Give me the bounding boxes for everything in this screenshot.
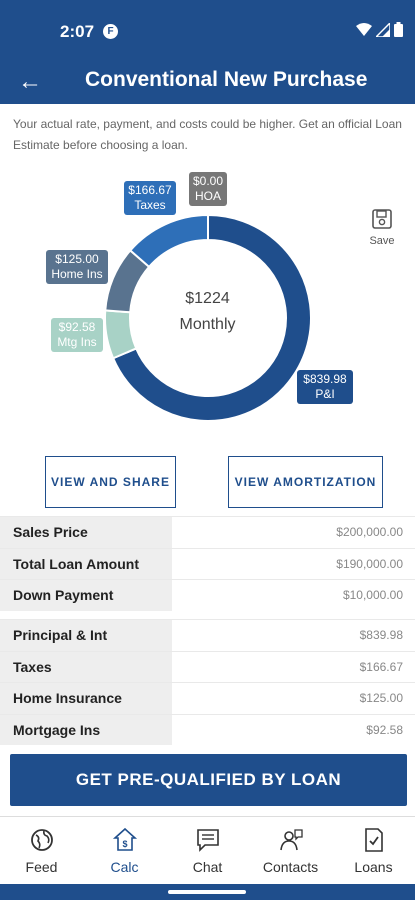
status-time: 2:07 <box>60 22 95 41</box>
slice-name-hoa: HOA <box>194 189 221 203</box>
status-icons <box>356 22 403 37</box>
slice-name-mtg-ins: Mtg Ins <box>57 335 97 349</box>
loan-summary-table: Sales Price $200,000.00 Total Loan Amount $… <box>0 516 415 611</box>
slice-value-pi: $839.98 <box>303 372 347 386</box>
document-check-icon <box>364 828 383 852</box>
table-row: Down Payment $10,000.00 <box>0 579 415 611</box>
save-button[interactable]: Save <box>366 208 398 247</box>
row-value: $839.98 <box>359 628 403 643</box>
donut-slice-p-i <box>111 213 312 422</box>
slice-label-hoa: $0.00 HOA <box>189 172 227 206</box>
nav-label: Chat <box>192 859 223 875</box>
nav-item-contacts[interactable]: Contacts <box>249 817 332 884</box>
floppy-disk-icon <box>372 209 392 229</box>
nav-label: Loans <box>354 859 393 875</box>
disclaimer-text: Your actual rate, payment, and costs cou… <box>13 117 402 152</box>
nav-item-loans[interactable]: Loans <box>332 817 415 884</box>
donut-slice-taxes <box>128 213 209 269</box>
get-prequalified-button[interactable]: GET PRE-QUALIFIED BY LOAN <box>10 754 407 806</box>
gesture-handle[interactable] <box>168 890 246 894</box>
table-row: Taxes $166.67 <box>0 650 415 682</box>
payment-donut-chart <box>104 213 312 422</box>
slice-name-pi: P&I <box>315 387 335 401</box>
wifi-icon <box>356 22 372 36</box>
table-row: Home Insurance $125.00 <box>0 682 415 714</box>
row-label: Down Payment <box>0 580 172 611</box>
slice-value-mtg-ins: $92.58 <box>58 320 96 334</box>
slice-label-pi: $839.98 P&I <box>297 370 353 404</box>
row-value: $166.67 <box>359 659 403 674</box>
slice-label-mtg-ins: $92.58 Mtg Ins <box>51 318 103 352</box>
row-label: Mortgage Ins <box>0 714 172 745</box>
slice-label-taxes: $166.67 Taxes <box>124 181 176 215</box>
chart-center-label: Monthly <box>179 316 236 333</box>
row-label: Home Insurance <box>0 683 172 714</box>
contacts-icon <box>279 829 303 851</box>
nav-label: Contacts <box>262 859 319 875</box>
nav-label: Calc <box>110 859 139 875</box>
slice-name-home-ins: Home Ins <box>51 267 103 281</box>
gesture-bar <box>0 884 415 900</box>
bottom-navigation: Feed $ Calc Chat Contacts Loans <box>0 816 415 884</box>
view-and-share-button[interactable]: VIEW AND SHARE <box>45 456 176 508</box>
cell-signal-icon <box>376 22 390 37</box>
carrier-icon: F <box>103 24 118 39</box>
calculator-icon: $ <box>112 827 137 851</box>
page-title: Conventional New Purchase <box>85 68 368 91</box>
slice-name-taxes: Taxes <box>134 198 166 212</box>
row-value: $10,000.00 <box>342 588 403 603</box>
row-label: Principal & Int <box>0 620 172 651</box>
nav-label: Feed <box>25 859 58 875</box>
row-value: $200,000.00 <box>336 525 403 540</box>
slice-label-home-ins: $125.00 Home Ins <box>46 250 108 284</box>
app-bar: ← Conventional New Purchase <box>0 62 415 104</box>
payment-breakdown-table: Principal & Int $839.98 Taxes $166.67 Home I… <box>0 619 415 745</box>
view-amortization-button[interactable]: VIEW AMORTIZATION <box>228 456 383 508</box>
table-row: Sales Price $200,000.00 <box>0 516 415 548</box>
nav-item-chat[interactable]: Chat <box>166 817 249 884</box>
svg-text:$: $ <box>122 839 127 849</box>
battery-icon <box>394 22 403 37</box>
nav-item-calc[interactable]: $ Calc <box>83 817 166 884</box>
row-value: $190,000.00 <box>336 556 403 571</box>
row-label: Total Loan Amount <box>0 548 172 579</box>
donut-slice-mtg-ins <box>104 309 138 360</box>
row-label: Taxes <box>0 651 172 682</box>
table-row: Principal & Int $839.98 <box>0 619 415 651</box>
slice-value-home-ins: $125.00 <box>55 252 99 266</box>
nav-item-feed[interactable]: Feed <box>0 817 83 884</box>
table-row: Total Loan Amount $190,000.00 <box>0 547 415 579</box>
save-label: Save <box>369 235 395 247</box>
table-row: Mortgage Ins $92.58 <box>0 713 415 745</box>
slice-value-taxes: $166.67 <box>128 183 172 197</box>
row-label: Sales Price <box>0 517 172 548</box>
status-bar: 2:07 F <box>0 0 415 62</box>
row-value: $125.00 <box>359 691 403 706</box>
slice-value-hoa: $0.00 <box>192 174 224 188</box>
globe-icon <box>30 829 53 851</box>
chat-icon <box>196 829 219 852</box>
row-value: $92.58 <box>366 722 403 737</box>
chart-center-amount: $1224 <box>185 290 230 307</box>
back-arrow-icon[interactable]: ← <box>18 68 42 95</box>
